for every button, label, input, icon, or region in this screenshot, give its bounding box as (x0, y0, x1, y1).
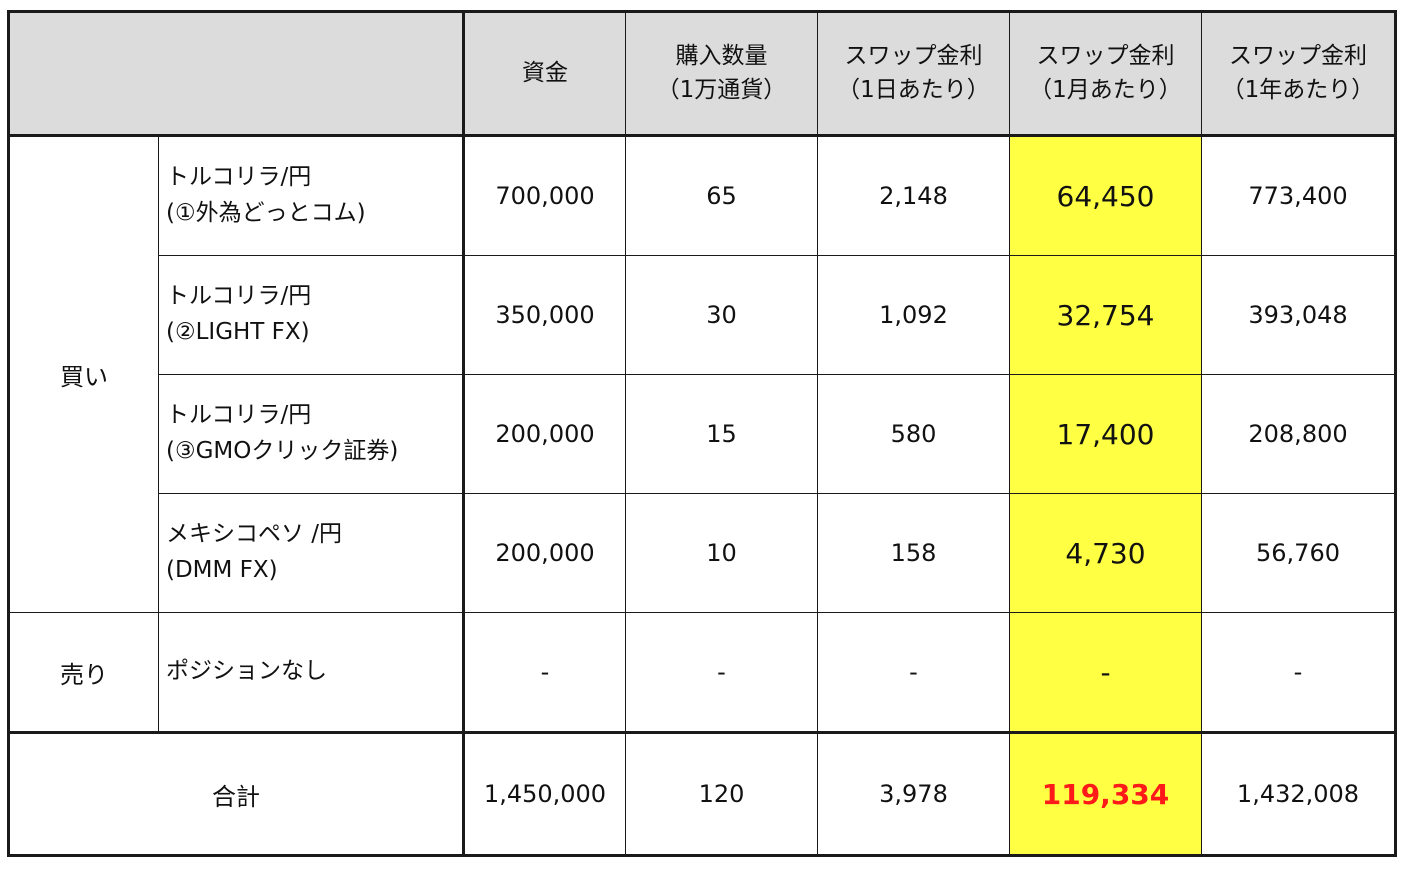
quantity-cell: - (625, 612, 818, 733)
pair-name: トルコリラ/円 (②LIGHT FX) (158, 255, 465, 375)
table-row: トルコリラ/円 (②LIGHT FX) 350,000 30 1,092 32,… (10, 255, 1395, 375)
total-row: 合計 1,450,000 120 3,978 119,334 1,432,008 (9, 732, 1395, 855)
table-row: 買い トルコリラ/円 (①外為どっとコム) 700,000 65 2,148 6… (9, 135, 1395, 613)
swap-day-cell: 158 (817, 493, 1010, 613)
total-swap-day: 3,978 (817, 732, 1010, 855)
total-swap-year: 1,432,008 (1201, 732, 1395, 855)
table-row: 売り ポジションなし - - - - - (9, 612, 1395, 733)
total-label: 合計 (9, 732, 465, 855)
swap-day-cell: - (817, 612, 1010, 733)
capital-cell: 200,000 (463, 374, 626, 494)
total-swap-month: 119,334 (1009, 732, 1202, 855)
swap-summary-table: 資金 購入数量 （1万通貨） スワップ金利 （1日あたり） スワップ金利 （1月… (7, 10, 1397, 857)
swap-year-cell: 56,760 (1201, 493, 1395, 613)
swap-year-cell: 393,048 (1201, 255, 1395, 375)
swap-month-cell: 17,400 (1009, 374, 1202, 494)
header-row: 資金 購入数量 （1万通貨） スワップ金利 （1日あたり） スワップ金利 （1月… (9, 12, 1395, 136)
swap-year-cell: 773,400 (1201, 135, 1395, 256)
capital-cell: 350,000 (463, 255, 626, 375)
capital-cell: 700,000 (463, 135, 626, 256)
total-quantity: 120 (625, 732, 818, 855)
quantity-cell: 15 (625, 374, 818, 494)
swap-day-cell: 1,092 (817, 255, 1010, 375)
swap-month-cell: 32,754 (1009, 255, 1202, 375)
header-empty-cell (9, 12, 465, 136)
swap-day-cell: 2,148 (817, 135, 1010, 256)
header-swap-year: スワップ金利 （1年あたり） (1201, 12, 1395, 136)
capital-cell: 200,000 (463, 493, 626, 613)
swap-year-cell: 208,800 (1201, 374, 1395, 494)
quantity-cell: 30 (625, 255, 818, 375)
pair-name: メキシコペソ /円 (DMM FX) (158, 493, 465, 613)
total-capital: 1,450,000 (463, 732, 626, 855)
swap-month-cell: 4,730 (1009, 493, 1202, 613)
header-swap-day: スワップ金利 （1日あたり） (817, 12, 1010, 136)
group-label-sell: 売り (9, 612, 159, 733)
header-swap-month: スワップ金利 （1月あたり） (1009, 12, 1202, 136)
header-capital: 資金 (463, 12, 626, 136)
swap-day-cell: 580 (817, 374, 1010, 494)
swap-year-cell: - (1201, 612, 1395, 733)
quantity-cell: 65 (625, 135, 818, 256)
header-quantity: 購入数量 （1万通貨） (625, 12, 818, 136)
capital-cell: - (463, 612, 626, 733)
pair-name: トルコリラ/円 (③GMOクリック証券) (158, 374, 465, 494)
pair-name: トルコリラ/円 (①外為どっとコム) (158, 135, 465, 256)
swap-month-cell: 64,450 (1009, 135, 1202, 256)
table-row: メキシコペソ /円 (DMM FX) 200,000 10 158 4,730 … (10, 493, 1395, 613)
table-row: トルコリラ/円 (③GMOクリック証券) 200,000 15 580 17,4… (10, 374, 1395, 494)
pair-name: ポジションなし (158, 612, 465, 733)
quantity-cell: 10 (625, 493, 818, 613)
group-label-buy: 買い (9, 135, 159, 613)
swap-month-cell: - (1009, 612, 1202, 733)
